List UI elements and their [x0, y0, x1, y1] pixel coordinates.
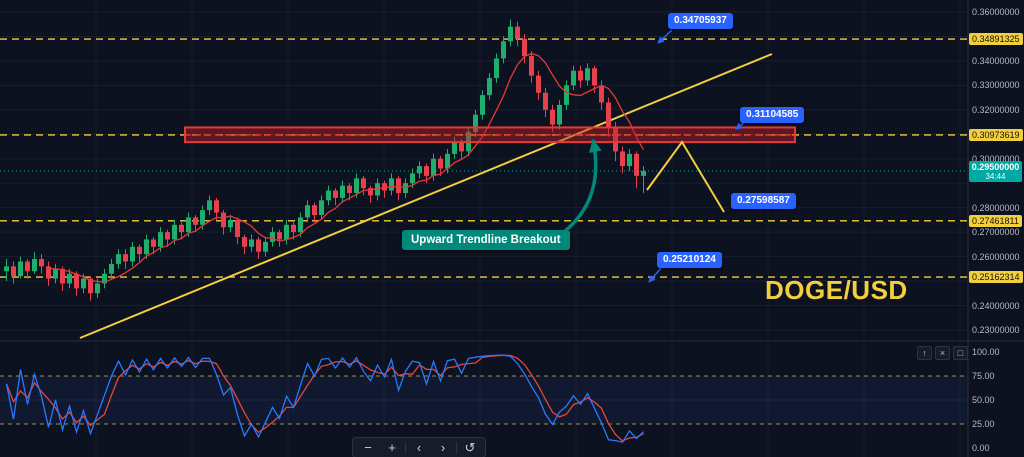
indicator-pane-controls: ↑ × □ [917, 346, 968, 360]
price-callout[interactable]: 0.27598587 [731, 193, 796, 209]
stoch-k-line [5, 354, 644, 443]
toolbar-divider [405, 441, 406, 454]
current-price-value: 0.29500000 [971, 162, 1020, 172]
move-pane-up-button[interactable]: ↑ [917, 346, 932, 360]
zoom-in-button[interactable]: + [381, 439, 403, 456]
toolbar-divider [456, 441, 457, 454]
upward-trendline[interactable] [79, 53, 773, 339]
stoch-d-line [5, 354, 644, 442]
indicator-tick-label: 75.00 [972, 371, 995, 381]
level-price-badge: 0.30973619 [969, 129, 1023, 141]
breakout-annotation[interactable]: Upward Trendline Breakout [402, 230, 570, 250]
scroll-left-button[interactable]: ‹ [408, 439, 430, 456]
price-callout[interactable]: 0.25210124 [657, 252, 722, 268]
price-tick-label: 0.27000000 [972, 227, 1020, 237]
price-tick-label: 0.28000000 [972, 203, 1020, 213]
price-tick-label: 0.32000000 [972, 105, 1020, 115]
price-tick-label: 0.36000000 [972, 7, 1020, 17]
level-price-badge: 0.27461811 [969, 215, 1022, 227]
reset-view-button[interactable]: ↺ [459, 439, 481, 456]
projection-path[interactable] [646, 140, 725, 213]
close-pane-button[interactable]: × [935, 346, 950, 360]
price-tick-label: 0.33000000 [972, 80, 1020, 90]
price-tick-label: 0.30000000 [972, 154, 1020, 164]
chart-nav-toolbar: − + ‹ › ↺ [352, 437, 486, 457]
current-price-badge: 0.29500000 34:44 [969, 161, 1022, 182]
moving-average-line [48, 52, 645, 283]
level-price-badge: 0.25162314 [969, 271, 1023, 283]
symbol-watermark: DOGE/USD [765, 275, 908, 305]
scroll-right-button[interactable]: › [432, 439, 454, 456]
indicator-tick-label: 0.00 [972, 443, 990, 453]
price-tick-label: 0.26000000 [972, 252, 1020, 262]
indicator-tick-label: 100.00 [972, 347, 1000, 357]
indicator-tick-label: 50.00 [972, 395, 995, 405]
maximize-pane-button[interactable]: □ [953, 346, 968, 360]
price-callout[interactable]: 0.31104585 [740, 107, 805, 123]
level-price-badge: 0.34891325 [969, 33, 1023, 45]
price-tick-label: 0.24000000 [972, 301, 1020, 311]
breakout-arrow[interactable] [562, 139, 602, 234]
zoom-out-button[interactable]: − [357, 439, 379, 456]
price-tick-label: 0.34000000 [972, 56, 1020, 66]
candle-countdown: 34:44 [985, 172, 1006, 181]
price-callout[interactable]: 0.34705937 [668, 13, 733, 29]
indicator-tick-label: 25.00 [972, 419, 995, 429]
stoch-band [0, 376, 968, 424]
price-tick-label: 0.23000000 [972, 325, 1020, 335]
